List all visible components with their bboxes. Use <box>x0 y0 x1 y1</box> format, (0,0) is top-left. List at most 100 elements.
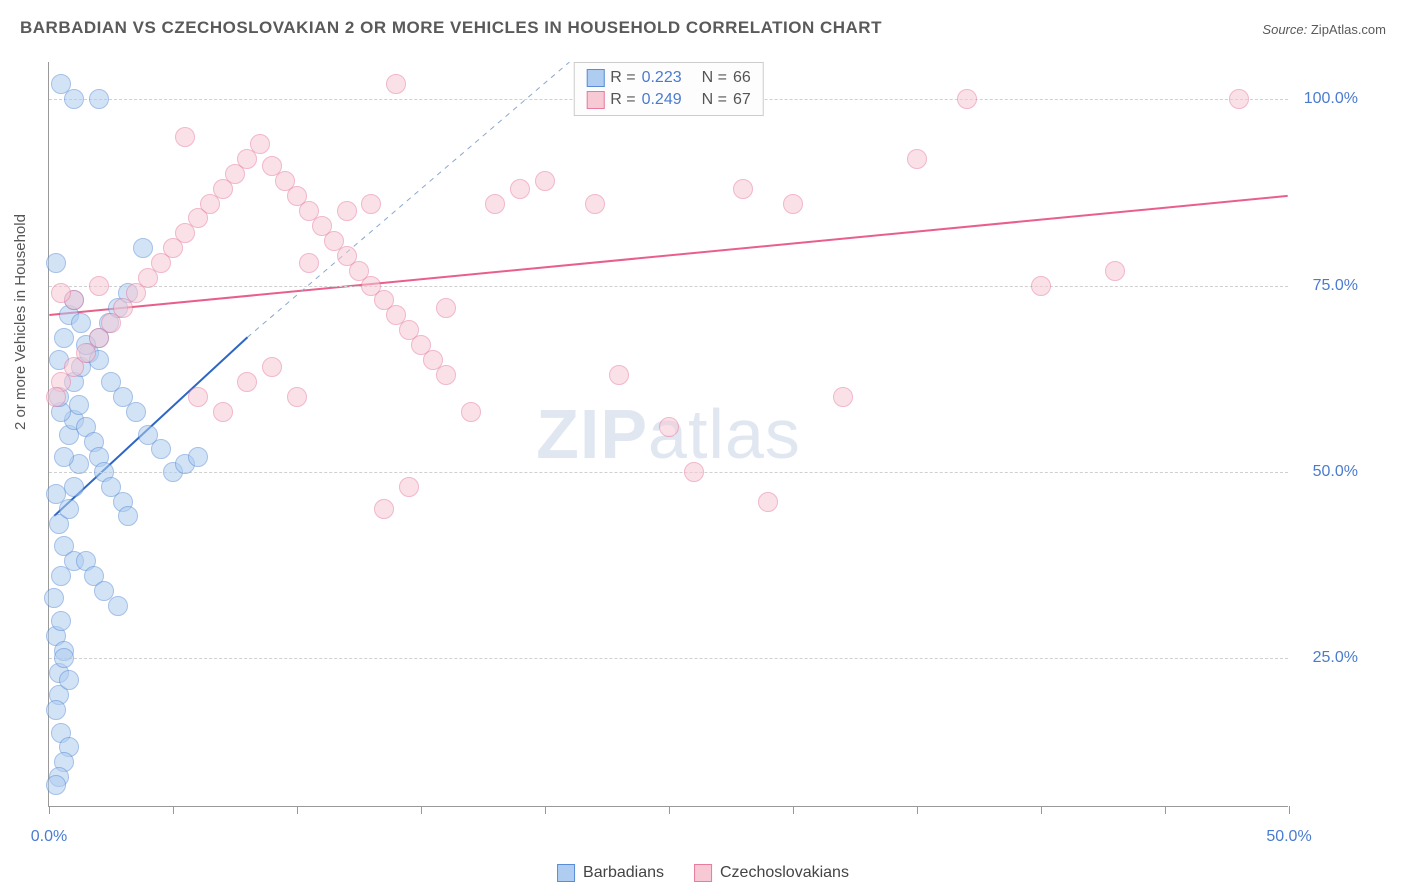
data-point-czechoslovakians <box>758 492 778 512</box>
n-value-2: 67 <box>733 91 751 109</box>
source-value: ZipAtlas.com <box>1311 22 1386 37</box>
data-point-czechoslovakians <box>585 194 605 214</box>
data-point-barbadians <box>46 700 66 720</box>
gridline-h <box>49 286 1288 287</box>
gridline-h <box>49 472 1288 473</box>
trend-line <box>49 196 1287 315</box>
plot-area: ZIPatlas R = 0.223 N = 66 R = 0.249 N = … <box>48 62 1288 807</box>
data-point-czechoslovakians <box>374 499 394 519</box>
legend-swatch-2 <box>586 91 604 109</box>
data-point-barbadians <box>188 447 208 467</box>
data-point-czechoslovakians <box>51 283 71 303</box>
data-point-czechoslovakians <box>461 402 481 422</box>
data-point-czechoslovakians <box>609 365 629 385</box>
x-tick-mark <box>545 806 546 814</box>
data-point-czechoslovakians <box>299 253 319 273</box>
data-point-czechoslovakians <box>436 298 456 318</box>
data-point-czechoslovakians <box>833 387 853 407</box>
correlation-legend: R = 0.223 N = 66 R = 0.249 N = 67 <box>573 62 764 116</box>
n-value-1: 66 <box>733 69 751 87</box>
x-tick-mark <box>1289 806 1290 814</box>
x-tick-mark <box>1165 806 1166 814</box>
data-point-czechoslovakians <box>46 387 66 407</box>
data-point-barbadians <box>59 499 79 519</box>
gridline-h <box>49 658 1288 659</box>
x-tick-mark <box>793 806 794 814</box>
data-point-czechoslovakians <box>287 387 307 407</box>
data-point-barbadians <box>71 313 91 333</box>
watermark-zip: ZIP <box>536 395 648 473</box>
y-axis-label: 2 or more Vehicles in Household <box>12 214 29 430</box>
data-point-barbadians <box>51 74 71 94</box>
data-point-czechoslovakians <box>436 365 456 385</box>
x-tick-mark <box>669 806 670 814</box>
x-tick-mark <box>917 806 918 814</box>
data-point-barbadians <box>54 447 74 467</box>
data-point-barbadians <box>151 439 171 459</box>
x-tick-label: 0.0% <box>31 828 67 846</box>
data-point-czechoslovakians <box>399 477 419 497</box>
y-tick-label: 75.0% <box>1298 277 1358 295</box>
data-point-barbadians <box>118 506 138 526</box>
data-point-barbadians <box>46 253 66 273</box>
r-label-2: R = <box>610 91 635 109</box>
data-point-czechoslovakians <box>535 171 555 191</box>
source-attribution: Source: ZipAtlas.com <box>1262 22 1386 37</box>
data-point-barbadians <box>69 395 89 415</box>
data-point-czechoslovakians <box>1031 276 1051 296</box>
data-point-barbadians <box>51 611 71 631</box>
series-legend: Barbadians Czechoslovakians <box>557 864 849 882</box>
data-point-czechoslovakians <box>250 134 270 154</box>
data-point-czechoslovakians <box>262 357 282 377</box>
data-point-czechoslovakians <box>659 417 679 437</box>
data-point-czechoslovakians <box>89 276 109 296</box>
x-tick-label: 50.0% <box>1266 828 1311 846</box>
data-point-barbadians <box>46 775 66 795</box>
x-tick-mark <box>421 806 422 814</box>
x-tick-mark <box>297 806 298 814</box>
legend-sw-2 <box>694 864 712 882</box>
legend-label-2: Czechoslovakians <box>720 864 849 882</box>
y-tick-label: 50.0% <box>1298 463 1358 481</box>
data-point-czechoslovakians <box>213 402 233 422</box>
r-value-1: 0.223 <box>642 69 682 87</box>
data-point-czechoslovakians <box>188 387 208 407</box>
data-point-barbadians <box>44 588 64 608</box>
data-point-barbadians <box>64 477 84 497</box>
r-label-1: R = <box>610 69 635 87</box>
n-label-2: N = <box>702 91 727 109</box>
data-point-barbadians <box>54 648 74 668</box>
data-point-czechoslovakians <box>907 149 927 169</box>
legend-swatch-1 <box>586 69 604 87</box>
data-point-czechoslovakians <box>485 194 505 214</box>
n-label-1: N = <box>702 69 727 87</box>
legend-sw-1 <box>557 864 575 882</box>
data-point-czechoslovakians <box>733 179 753 199</box>
data-point-czechoslovakians <box>684 462 704 482</box>
legend-row-2: R = 0.249 N = 67 <box>586 89 751 111</box>
source-label: Source: <box>1262 22 1307 37</box>
data-point-czechoslovakians <box>510 179 530 199</box>
data-point-czechoslovakians <box>337 201 357 221</box>
data-point-barbadians <box>54 328 74 348</box>
data-point-czechoslovakians <box>361 194 381 214</box>
legend-item-1: Barbadians <box>557 864 664 882</box>
y-tick-label: 100.0% <box>1298 90 1358 108</box>
data-point-barbadians <box>59 670 79 690</box>
data-point-czechoslovakians <box>957 89 977 109</box>
x-tick-mark <box>49 806 50 814</box>
data-point-czechoslovakians <box>783 194 803 214</box>
chart-title: BARBADIAN VS CZECHOSLOVAKIAN 2 OR MORE V… <box>20 18 882 38</box>
legend-row-1: R = 0.223 N = 66 <box>586 67 751 89</box>
data-point-czechoslovakians <box>175 127 195 147</box>
data-point-barbadians <box>108 596 128 616</box>
data-point-czechoslovakians <box>237 372 257 392</box>
r-value-2: 0.249 <box>642 91 682 109</box>
data-point-barbadians <box>126 402 146 422</box>
data-point-barbadians <box>89 89 109 109</box>
legend-label-1: Barbadians <box>583 864 664 882</box>
data-point-czechoslovakians <box>1105 261 1125 281</box>
x-tick-mark <box>1041 806 1042 814</box>
data-point-czechoslovakians <box>386 74 406 94</box>
data-point-czechoslovakians <box>1229 89 1249 109</box>
